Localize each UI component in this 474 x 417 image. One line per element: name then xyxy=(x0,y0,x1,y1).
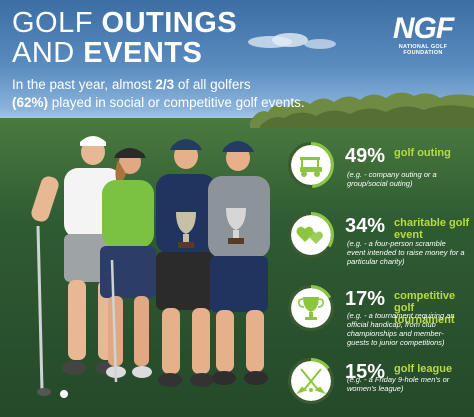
stat-competitive-golf-tournament: 17% competitive golf tournament (e.g. - … xyxy=(287,284,469,354)
title-line1-bold: OUTINGS xyxy=(101,7,238,39)
stat-description: (e.g. - a tournament requiring an offici… xyxy=(347,311,455,347)
page-title: GOLF OUTINGS AND EVENTS xyxy=(12,8,237,68)
intro-text: In the past year, almost 2/3 of all golf… xyxy=(12,76,342,112)
stat-circle-competitive-golf-tournament xyxy=(288,285,334,331)
title-line2-thin: AND xyxy=(12,37,75,69)
stat-category: competitive golf tournament xyxy=(394,290,456,326)
stat-percent: 17% xyxy=(345,288,386,310)
logo-subtitle: NATIONAL GOLF FOUNDATION xyxy=(398,44,448,56)
treeline-background xyxy=(250,92,474,128)
golfer-navy-shirt xyxy=(156,139,216,387)
stat-percent: 49% xyxy=(345,145,386,167)
hearts-icon xyxy=(296,226,323,244)
stat-description: (e.g. - a four-person scramble event int… xyxy=(347,239,465,266)
intro-part3: played in social or competitive golf eve… xyxy=(48,95,305,110)
sky-background xyxy=(248,33,336,49)
stat-percent: 15% xyxy=(345,361,386,383)
stat-description: (e.g. - a Friday 9-hole men's or women's… xyxy=(347,375,450,393)
stat-golf-league: 15% golf league (e.g. - a Friday 9-hole … xyxy=(287,357,469,415)
intro-part2: of all golfers xyxy=(174,77,251,92)
logo-mark: NGF xyxy=(392,12,454,45)
intro-part1: In the past year, almost xyxy=(12,77,156,92)
intro-fraction: 2/3 xyxy=(155,77,175,92)
crossed-clubs-icon xyxy=(296,368,326,394)
stat-golf-outing: 49% golf outing (e.g. - company outing o… xyxy=(287,141,469,201)
stat-description: (e.g. - company outing or a group/social… xyxy=(347,170,437,188)
stat-circle-charitable-golf-event xyxy=(288,212,334,258)
golfers-illustration xyxy=(31,136,270,398)
golfer-green-shirt xyxy=(100,148,156,383)
title-line1-thin: GOLF xyxy=(12,7,93,39)
stat-charitable-golf-event: 34% charitable golf event (e.g. - a four… xyxy=(287,211,469,281)
stat-circle-golf-outing xyxy=(288,142,334,188)
intro-percent: (62%) xyxy=(12,95,49,110)
title-line2-bold: EVENTS xyxy=(83,37,203,69)
trophy-icon xyxy=(298,297,324,320)
golfer-grey-shirt xyxy=(208,141,270,385)
stat-circle-golf-league xyxy=(288,358,334,404)
stat-category: golf league xyxy=(394,363,453,375)
stat-category: charitable golf event xyxy=(394,217,470,241)
stat-percent: 34% xyxy=(345,215,386,237)
ngf-logo: NGF NATIONAL GOLF FOUNDATION xyxy=(380,12,466,57)
stat-category: golf outing xyxy=(394,147,451,159)
golf-cart-icon xyxy=(300,157,322,177)
